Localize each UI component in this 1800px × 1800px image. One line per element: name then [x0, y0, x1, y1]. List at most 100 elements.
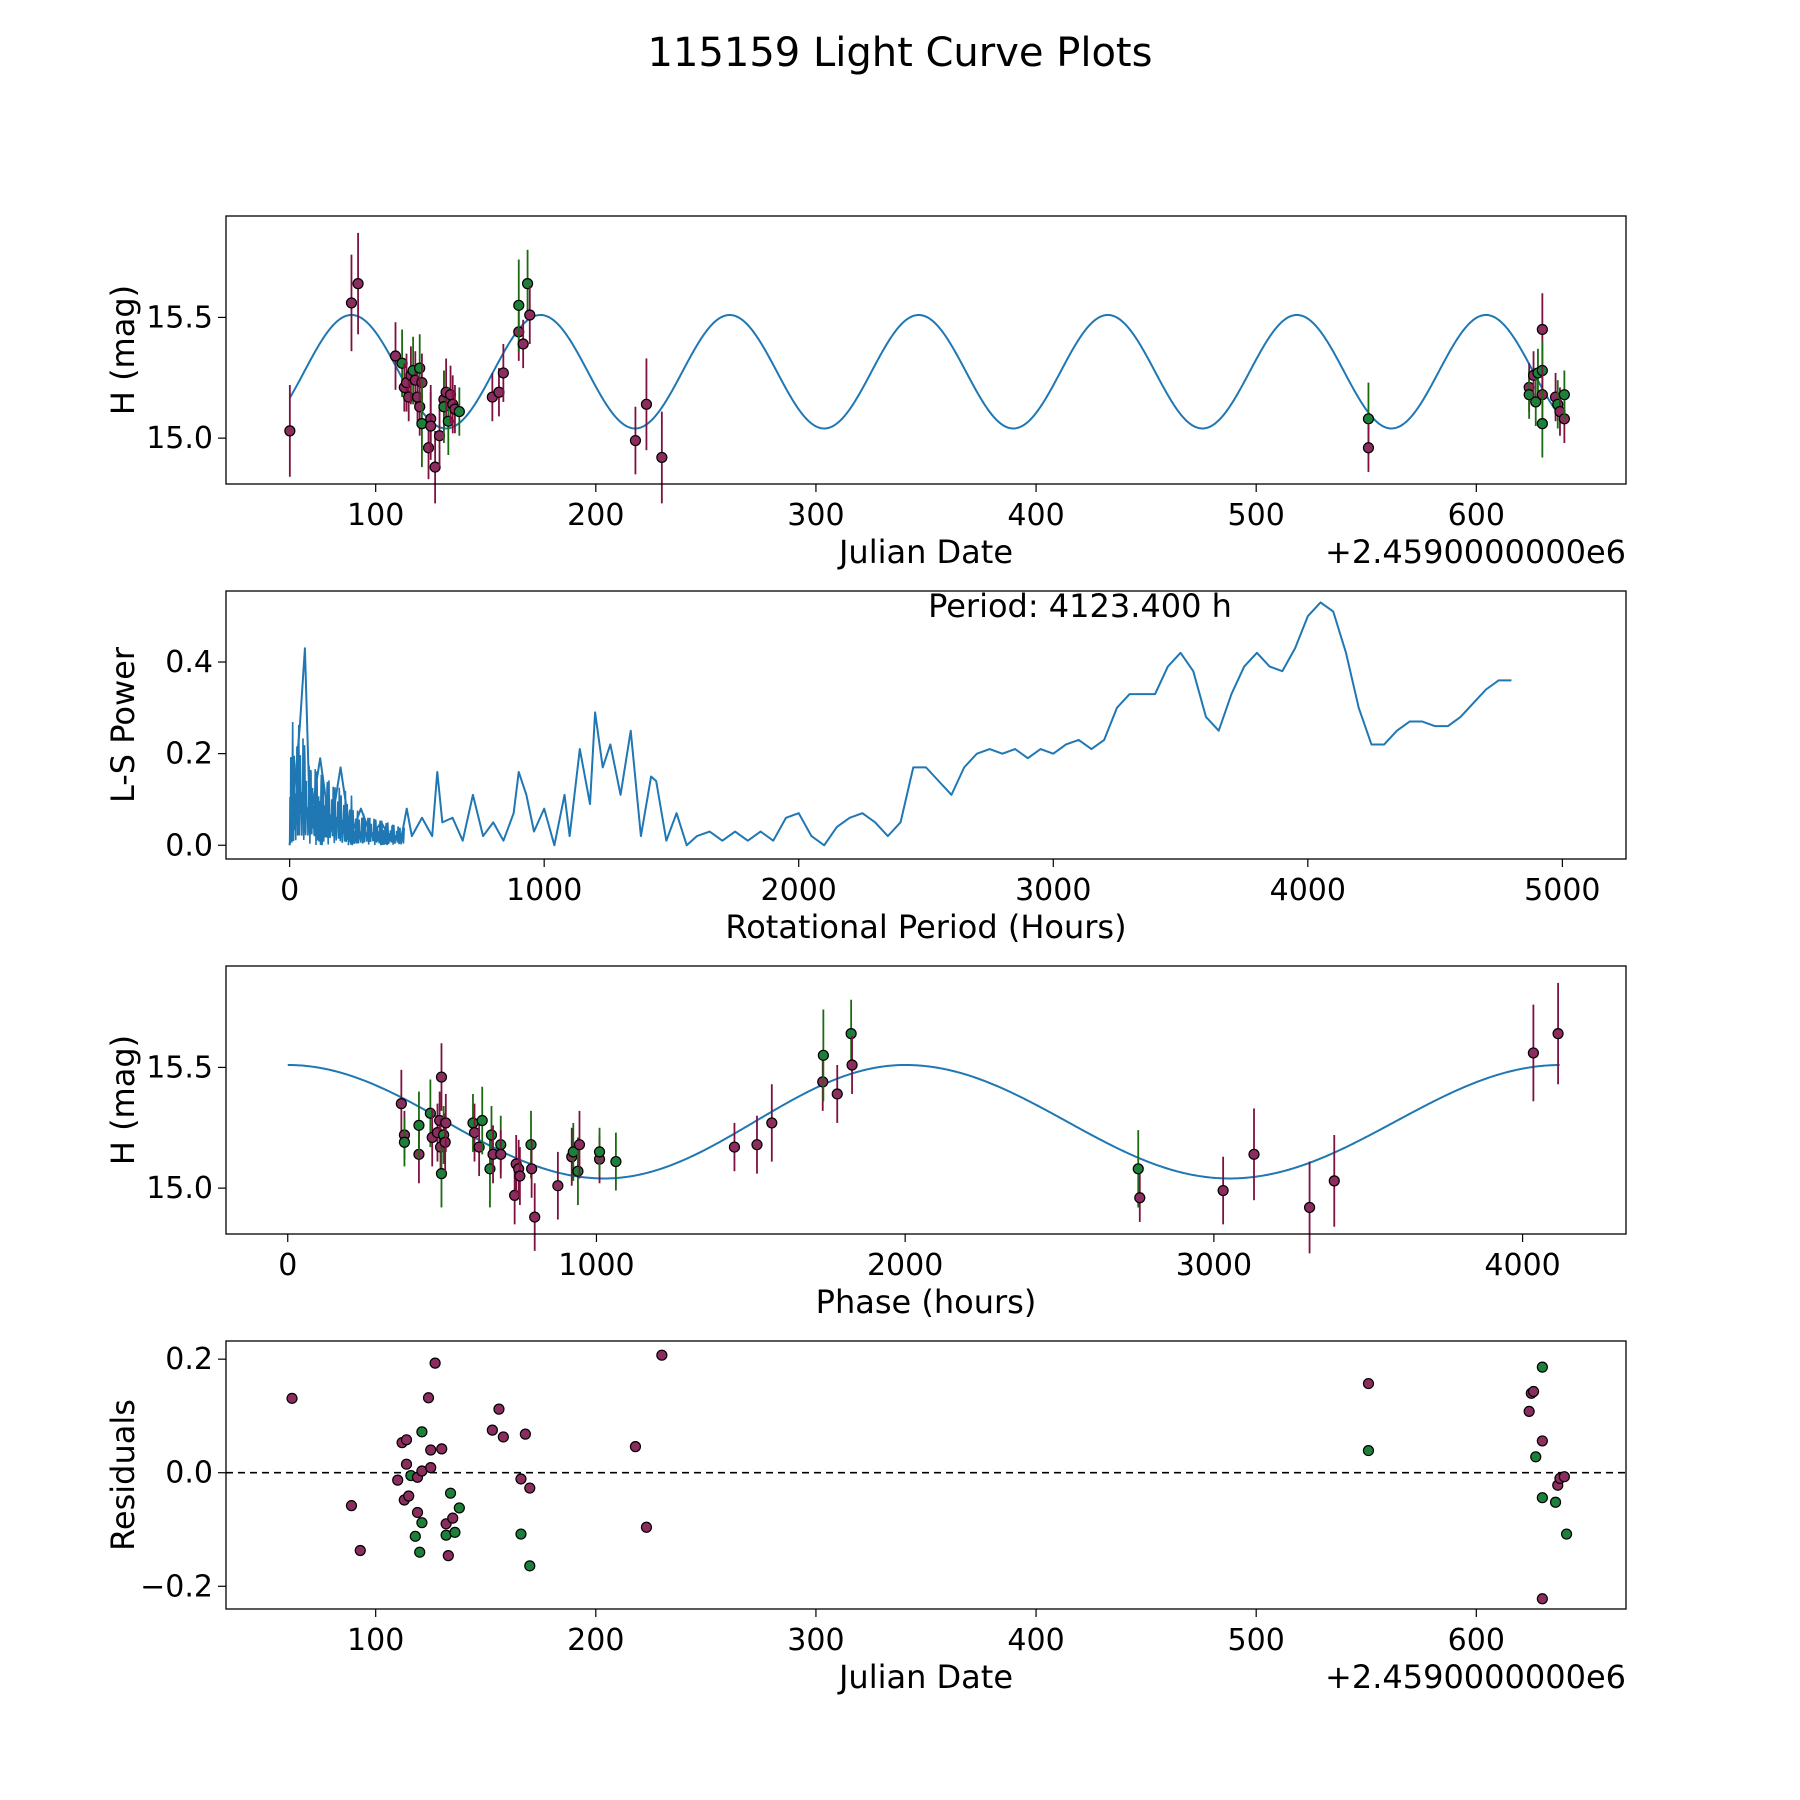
x-tick-label: 1000 [558, 1248, 634, 1283]
data-point [485, 1129, 498, 1141]
x-tick-label: 400 [1007, 498, 1064, 533]
data-point [1560, 1528, 1573, 1540]
data-point [640, 398, 653, 410]
data-point [453, 1502, 465, 1514]
data-point [444, 1487, 457, 1499]
data-point [1217, 1184, 1229, 1197]
data-point [640, 1521, 653, 1533]
data-point [493, 1403, 505, 1415]
y-tick-label: 0.2 [165, 1342, 213, 1377]
model-curve [288, 313, 1566, 430]
data-point [354, 1544, 366, 1557]
data-point [1132, 1163, 1144, 1175]
x-tick-label: 200 [567, 1623, 624, 1658]
data-point [572, 1165, 584, 1177]
data-point [845, 1028, 857, 1040]
x-tick-label: 400 [1007, 1623, 1064, 1658]
data-point [766, 1117, 778, 1129]
x-tick-label: 3000 [1015, 873, 1091, 908]
y-tick-label: 0.0 [165, 1456, 213, 1491]
x-tick-label: 100 [347, 1623, 404, 1658]
data-point [409, 1530, 421, 1542]
y-tick-label: 0.2 [165, 737, 213, 772]
data-point [1552, 1028, 1564, 1040]
x-tick-label: 4000 [1270, 873, 1346, 908]
data-point [442, 415, 454, 427]
data-point [831, 1088, 843, 1100]
x-tick-label: 100 [347, 498, 404, 533]
y-axis-label: L-S Power [104, 646, 142, 803]
y-axis-label: H (mag) [104, 285, 142, 415]
data-point [514, 1170, 526, 1182]
light-curve-panel: 100 200 300 400 500 600 15.0 15.5 Julian Date H (… [104, 215, 1627, 571]
data-point [467, 1117, 479, 1129]
data-point [416, 1517, 428, 1529]
data-point [1362, 442, 1375, 454]
residuals-panel: 100 200 300 400 500 600 −0.2 0.0 0.2 Julian Date R… [104, 1340, 1627, 1696]
y-tick-label: −0.2 [140, 1569, 213, 1604]
data-point [389, 350, 402, 362]
plot-frame [225, 590, 1627, 860]
periodogram-panel: 0 1000 2000 3000 4000 5000 0.0 0.2 0.4 Rotational… [104, 587, 1627, 946]
plot-frame [225, 1340, 1627, 1610]
data-point [352, 278, 364, 290]
data-point [517, 338, 529, 350]
data-point [593, 1146, 606, 1158]
data-point [435, 1168, 448, 1180]
data-point [1523, 1405, 1535, 1418]
data-point [433, 430, 446, 442]
data-point [513, 299, 525, 311]
data-point [817, 1049, 829, 1061]
y-tick-label: 15.0 [146, 1171, 213, 1206]
data-point [1303, 1201, 1316, 1214]
y-axis-label: Residuals [104, 1399, 142, 1551]
data-point [429, 461, 441, 473]
y-tick-label: 15.5 [146, 1050, 213, 1085]
data-point [497, 1431, 509, 1443]
x-axis-label: Julian Date [837, 1658, 1013, 1696]
data-point [529, 1211, 541, 1223]
data-point [345, 1500, 358, 1512]
data-point [1536, 1492, 1548, 1504]
data-point [1527, 1385, 1540, 1398]
data-point [1536, 323, 1548, 336]
data-point [552, 1180, 564, 1192]
data-point [425, 1462, 437, 1474]
x-axis-label: Rotational Period (Hours) [725, 908, 1126, 946]
x-tick-label: 500 [1228, 1623, 1285, 1658]
data-point [425, 1444, 437, 1456]
data-point [392, 1474, 404, 1486]
data-point [515, 1528, 527, 1540]
data-point [524, 1560, 536, 1572]
data-point [1536, 1593, 1548, 1605]
x-offset-label: +2.4590000000e6 [1325, 1658, 1626, 1696]
data-point [435, 1071, 448, 1083]
data-point [413, 1119, 425, 1131]
data-point [1530, 1451, 1542, 1463]
x-tick-label: 600 [1448, 498, 1505, 533]
data-point [629, 434, 642, 447]
x-tick-label: 500 [1228, 498, 1285, 533]
data-point [411, 391, 424, 403]
data-point [495, 1148, 507, 1160]
data-point [629, 1441, 642, 1453]
periodogram-line [288, 601, 1512, 847]
figure-title: 115159 Light Curve Plots [648, 30, 1153, 76]
y-tick-label: 0.4 [165, 645, 213, 680]
data-point [286, 1392, 298, 1404]
data-point [728, 1141, 741, 1153]
x-tick-label: 300 [787, 1623, 844, 1658]
x-tick-label: 0 [278, 1248, 297, 1283]
data-point [449, 1526, 461, 1538]
x-tick-label: 5000 [1524, 873, 1600, 908]
x-tick-label: 2000 [761, 873, 837, 908]
data-point [1248, 1148, 1260, 1160]
data-point [1536, 1435, 1548, 1447]
data-point [468, 1126, 481, 1139]
data-point [846, 1059, 858, 1071]
data-point [403, 1490, 415, 1502]
data-point [453, 405, 465, 418]
data-point [1328, 1175, 1340, 1187]
data-point [610, 1155, 622, 1168]
